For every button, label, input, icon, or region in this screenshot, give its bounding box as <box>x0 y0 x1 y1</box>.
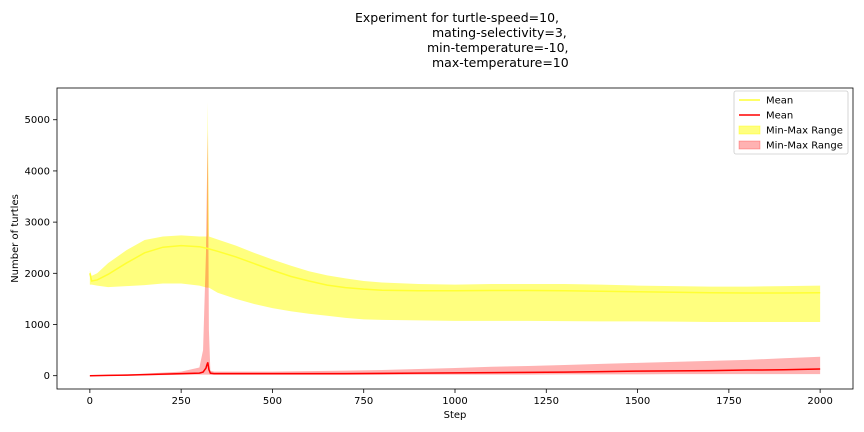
legend: Mean Mean Min-Max Range Min-Max Range <box>733 90 849 155</box>
legend-patch-swatch <box>738 125 761 135</box>
x-tick-label: 500 <box>263 396 282 407</box>
legend-label: Mean <box>766 111 793 122</box>
chart-title-line-4: max-temperature=10 <box>432 55 569 70</box>
x-axis-ticks: 0 250 500 750 1000 1250 1500 1750 2000 <box>87 389 833 407</box>
x-tick-label: 2000 <box>807 396 832 407</box>
y-tick-label: 5000 <box>25 115 50 126</box>
x-tick-label: 250 <box>172 396 191 407</box>
x-tick-label: 0 <box>87 396 93 407</box>
y-axis-ticks: 0 1000 2000 3000 4000 5000 <box>25 115 57 382</box>
y-tick-label: 2000 <box>25 269 50 280</box>
y-tick-label: 3000 <box>25 218 50 229</box>
legend-box <box>733 90 849 155</box>
x-tick-label: 750 <box>354 396 373 407</box>
chart-title-line-3: min-temperature=-10, <box>427 40 569 55</box>
mean-line-1 <box>89 244 821 294</box>
chart-title-line-1: Experiment for turtle-speed=10, <box>355 10 560 25</box>
y-tick-label: 1000 <box>25 320 50 331</box>
y-tick-label: 4000 <box>25 166 50 177</box>
legend-label: Min-Max Range <box>766 126 843 137</box>
x-tick-label: 1500 <box>625 396 650 407</box>
range-band-1 <box>89 101 821 322</box>
x-tick-label: 1250 <box>534 396 559 407</box>
range-bands <box>89 101 821 376</box>
chart-title-line-2: mating-selectivity=3, <box>432 25 567 40</box>
y-axis-label: Number of turtles <box>10 194 21 283</box>
legend-label: Min-Max Range <box>766 141 843 152</box>
x-tick-label: 1750 <box>716 396 741 407</box>
mean-line-2 <box>89 362 821 377</box>
legend-label: Mean <box>766 96 793 107</box>
y-tick-label: 0 <box>44 371 50 382</box>
mean-lines <box>89 244 821 377</box>
x-tick-label: 1000 <box>442 396 467 407</box>
legend-patch-swatch <box>738 140 761 150</box>
x-axis-label: Step <box>444 410 467 421</box>
